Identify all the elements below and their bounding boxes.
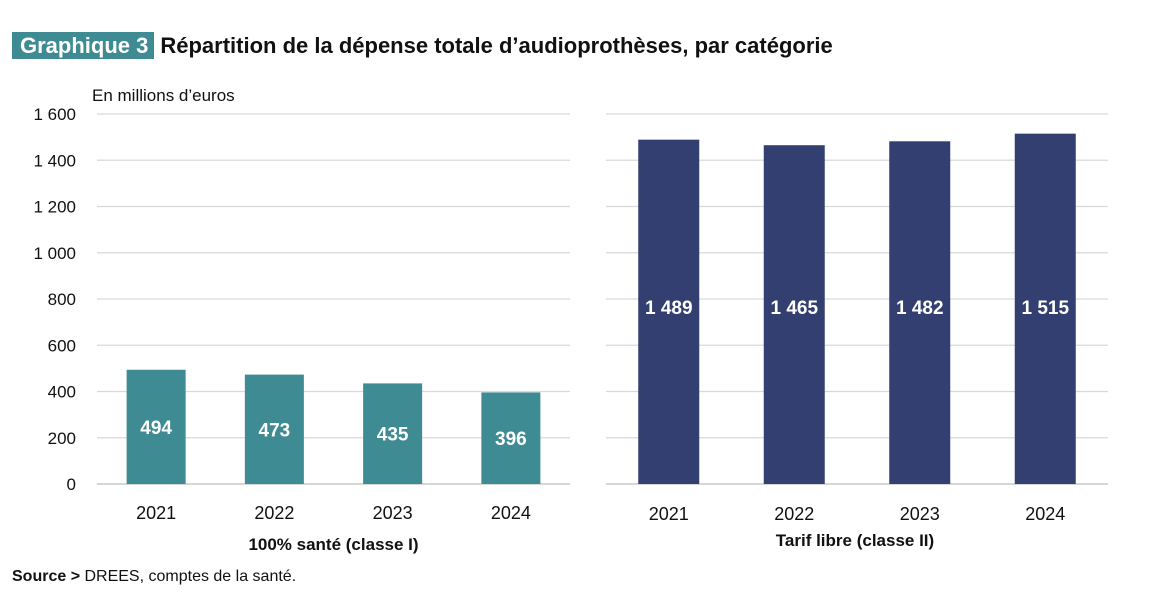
y-tick-label: 0: [67, 475, 76, 494]
panel-title: Tarif libre (classe II): [776, 531, 934, 550]
y-tick-label: 800: [48, 290, 76, 309]
x-tick-label: 2024: [491, 503, 531, 523]
x-tick-label: 2022: [254, 503, 294, 523]
y-tick-label: 1 400: [33, 151, 76, 170]
data-label: 435: [377, 425, 409, 446]
chart-header: Graphique 3 Répartition de la dépense to…: [12, 32, 833, 59]
y-axis-unit-label: En millions d’euros: [92, 86, 235, 105]
source-label: Source >: [12, 568, 81, 585]
y-tick-label: 1 200: [33, 198, 76, 217]
data-label: 473: [259, 420, 291, 441]
data-label: 1 482: [896, 298, 944, 319]
bar-2022: [244, 374, 304, 484]
y-tick-label: 200: [48, 429, 76, 448]
data-label: 1 515: [1021, 298, 1069, 319]
data-label: 1 489: [645, 298, 693, 319]
panel-title: 100% santé (classe I): [248, 535, 418, 554]
x-tick-label: 2023: [900, 504, 940, 524]
bar-2023: [889, 141, 951, 484]
data-label: 1 465: [770, 298, 818, 319]
x-tick-label: 2021: [136, 503, 176, 523]
x-tick-label: 2024: [1025, 504, 1065, 524]
source-note: Source > DREES, comptes de la santé.: [12, 568, 296, 586]
chart-title: Répartition de la dépense totale d’audio…: [160, 32, 833, 58]
x-tick-label: 2021: [649, 504, 689, 524]
bar-2021: [638, 139, 700, 484]
y-tick-label: 1 600: [33, 105, 76, 124]
y-tick-label: 400: [48, 383, 76, 402]
y-tick-label: 1 000: [33, 244, 76, 263]
y-tick-label: 600: [48, 336, 76, 355]
data-label: 494: [140, 418, 172, 439]
source-text: DREES, comptes de la santé.: [80, 568, 297, 585]
bar-2023: [363, 383, 423, 484]
x-tick-label: 2023: [373, 503, 413, 523]
bar-2021: [126, 369, 186, 484]
bar-2022: [763, 145, 825, 484]
bar-2024: [1014, 133, 1076, 484]
data-label: 396: [495, 429, 527, 450]
figure-badge: Graphique 3: [12, 32, 155, 59]
bar-2024: [481, 392, 541, 484]
x-tick-label: 2022: [774, 504, 814, 524]
